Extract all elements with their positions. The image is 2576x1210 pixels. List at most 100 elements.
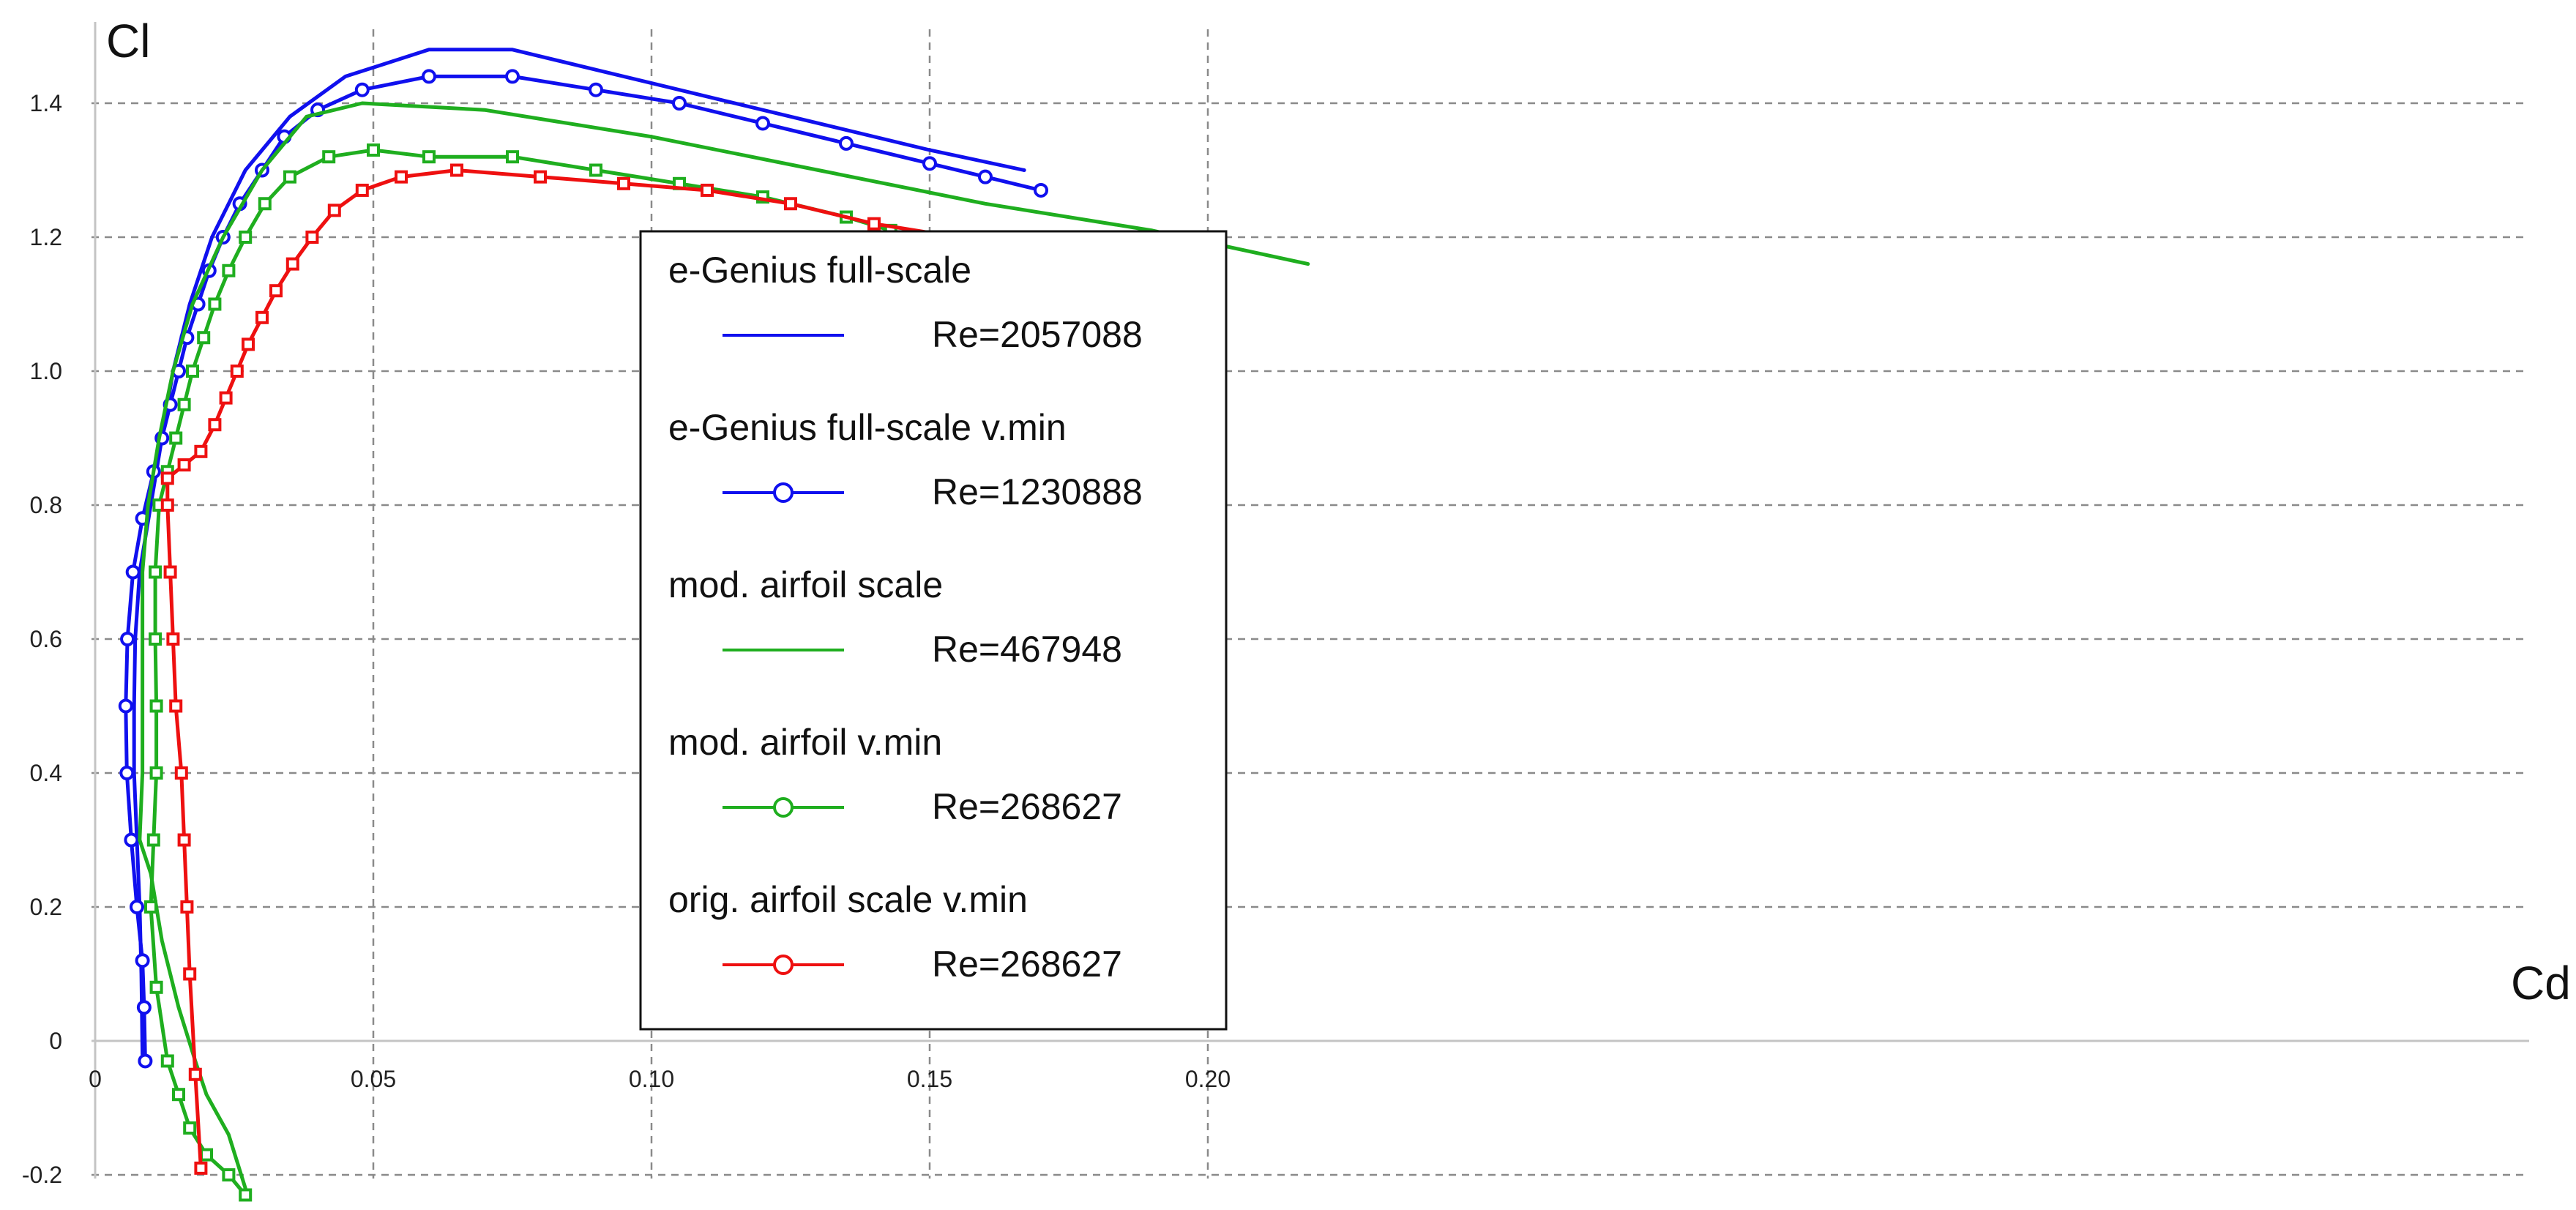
series-4-point xyxy=(160,1054,174,1068)
series-4-point xyxy=(146,833,160,847)
series-5-point xyxy=(534,170,547,184)
series-4-point xyxy=(422,150,436,164)
legend-entry-name: mod. airfoil scale xyxy=(668,564,943,605)
series-4-point xyxy=(197,331,211,345)
series-2-point xyxy=(755,116,770,131)
series-5-point xyxy=(269,284,283,298)
series-2-point xyxy=(978,169,993,184)
legend-entry-re: Re=2057088 xyxy=(932,314,1143,355)
y-tick-label: -0.2 xyxy=(22,1162,62,1188)
series-2-point xyxy=(1034,182,1048,198)
tick-labels: -0.2 0 0.2 0.4 0.6 0.8 1.0 1.2 1.4 0 0.05 0.10 0.15 0… xyxy=(22,90,1231,1188)
series-2-point xyxy=(589,82,603,97)
series-5-point xyxy=(163,565,177,579)
series-5-point xyxy=(784,197,797,211)
series-5-point xyxy=(701,183,714,197)
legend-entry-re: Re=467948 xyxy=(932,629,1122,670)
series-2-point xyxy=(422,69,436,84)
series-5-point xyxy=(177,833,191,847)
series-5-point xyxy=(194,1161,208,1175)
series-2-point xyxy=(124,832,139,848)
series-5-point xyxy=(867,217,881,231)
series-5 xyxy=(160,163,1059,1175)
y-tick-label: 1.4 xyxy=(30,90,62,116)
x-tick-label: 0.20 xyxy=(1185,1066,1231,1092)
series-4-point xyxy=(322,150,336,164)
series-4-point xyxy=(149,565,163,579)
series-2-point xyxy=(120,632,135,646)
series-5-point xyxy=(219,391,233,405)
series-2-point xyxy=(922,156,937,171)
legend-box xyxy=(639,230,1228,1031)
legend-entry-re: Re=1230888 xyxy=(932,471,1143,512)
legend-entry-name: e-Genius full-scale v.min xyxy=(668,407,1067,448)
series-4-point xyxy=(222,264,236,277)
series-5-point xyxy=(180,900,194,914)
series-2-point xyxy=(135,953,150,968)
legend-entry-name: e-Genius full-scale xyxy=(668,250,971,291)
series-4-point xyxy=(177,397,191,411)
series-5-point xyxy=(450,163,463,177)
grid-lines xyxy=(92,29,2529,1179)
legend-entry-re: Re=268627 xyxy=(932,786,1122,827)
series-4-point xyxy=(149,766,163,780)
series-5-point xyxy=(242,337,255,351)
series-4-point xyxy=(367,143,380,157)
series-2-point xyxy=(505,69,520,84)
series-4-point xyxy=(172,1088,185,1102)
series-4-point xyxy=(258,197,272,211)
series-5-point xyxy=(177,458,191,472)
series-5-point xyxy=(327,203,341,217)
series-3-upper-line xyxy=(138,101,1310,842)
series-5-point xyxy=(188,1067,202,1081)
series-4-point xyxy=(149,632,163,646)
series-2-line xyxy=(124,74,1043,1063)
y-axis-title: Cl xyxy=(106,15,150,67)
y-tick-label: 1.0 xyxy=(30,358,62,384)
series-2-point xyxy=(118,698,133,714)
series-4-point xyxy=(589,163,602,177)
series-2-point xyxy=(136,1000,152,1015)
series-4-point xyxy=(186,365,199,378)
series-4-point xyxy=(144,900,157,914)
series-4-line xyxy=(149,148,893,1063)
axes xyxy=(92,22,2529,1179)
y-tick-label: 0 xyxy=(49,1028,62,1054)
series-4-point xyxy=(149,980,163,994)
x-tick-label: 0 xyxy=(89,1066,102,1092)
series-2-point xyxy=(672,96,687,111)
series-5-point xyxy=(255,310,269,324)
series-4-point xyxy=(239,231,253,244)
x-tick-label: 0.15 xyxy=(907,1066,952,1092)
x-tick-label: 0.05 xyxy=(351,1066,396,1092)
series-5-point xyxy=(395,170,408,184)
series-5-point xyxy=(183,967,197,981)
legend-swatch-marker xyxy=(773,797,794,818)
series-5-point xyxy=(355,183,369,197)
series-4-point xyxy=(283,170,296,184)
series-4-point xyxy=(149,699,163,713)
series-1 xyxy=(132,48,1026,1056)
series-5-point xyxy=(285,257,299,271)
series-5-point xyxy=(617,176,630,190)
y-tick-label: 0.4 xyxy=(30,760,62,786)
y-tick-label: 0.2 xyxy=(30,894,62,920)
series-2-point xyxy=(839,135,854,151)
series-5-point xyxy=(230,365,244,378)
series-2-point xyxy=(138,1053,153,1069)
series-4-point xyxy=(239,1188,253,1202)
series-2-point xyxy=(354,82,370,97)
series-2 xyxy=(118,69,1048,1069)
series-4-point xyxy=(169,431,183,445)
series-5-point xyxy=(169,699,183,713)
series-2-point xyxy=(119,766,135,780)
series-5-point xyxy=(166,632,180,646)
series-5-point xyxy=(174,766,188,780)
series-5-point xyxy=(305,231,319,244)
series-4-point xyxy=(183,1121,197,1135)
series-4-point xyxy=(208,297,222,311)
y-tick-label: 1.2 xyxy=(30,224,62,250)
series-layer xyxy=(118,48,1310,1202)
y-tick-label: 0.6 xyxy=(30,626,62,652)
